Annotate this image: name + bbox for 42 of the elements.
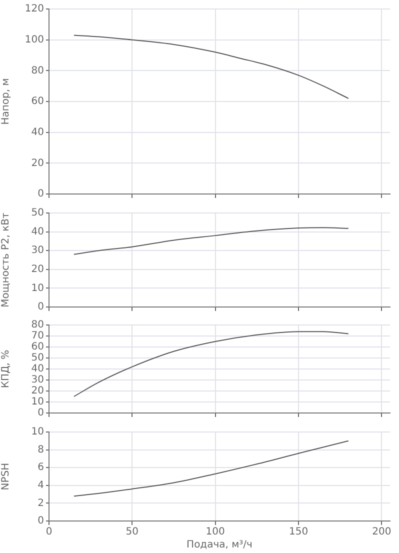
y-tick-label: 2 (38, 498, 44, 509)
x-axis-title: Подача, м³/ч (186, 540, 252, 551)
y-tick-label: 70 (31, 330, 44, 342)
y-tick-label: 20 (31, 264, 44, 275)
line-series (73, 227, 349, 255)
y-tick-label: 0 (38, 188, 44, 200)
y-axis-title: NPSH (0, 462, 12, 490)
y-tick-label: 100 (24, 34, 44, 46)
line-series (73, 34, 349, 99)
y-tick-label: 20 (31, 386, 44, 397)
y-tick-label: 120 (24, 4, 44, 15)
y-axis-title: Мощность P2, кВт (0, 212, 12, 308)
y-tick-label: 50 (31, 208, 44, 219)
y-tick-label: 80 (31, 320, 44, 331)
line-series (73, 440, 349, 497)
y-tick-label: 60 (31, 342, 44, 353)
y-tick-label: 0 (38, 408, 44, 419)
y-tick-label: 40 (31, 126, 44, 138)
y-tick-label: 60 (31, 96, 44, 108)
y-tick-label: 40 (31, 364, 44, 375)
y-tick-label: 50 (31, 352, 44, 364)
y-axis-title: КПД, % (0, 350, 12, 388)
x-tick-label: 50 (126, 526, 139, 538)
line-series (73, 331, 349, 397)
y-tick-label: 6 (38, 462, 44, 474)
x-tick-label: 0 (46, 526, 52, 538)
y-tick-label: 30 (31, 374, 44, 386)
y-tick-label: 8 (38, 444, 44, 456)
y-tick-label: 4 (38, 480, 44, 491)
x-tick-label: 200 (372, 526, 392, 538)
y-tick-label: 10 (31, 282, 44, 294)
y-tick-label: 0 (38, 302, 44, 313)
x-tick-label: 150 (288, 526, 308, 538)
y-tick-label: 0 (38, 516, 44, 527)
x-tick-label: 100 (206, 526, 225, 538)
y-tick-label: 10 (31, 426, 44, 438)
y-axis-title: Напор, м (0, 78, 12, 125)
y-tick-label: 30 (31, 245, 44, 256)
y-tick-label: 20 (31, 158, 44, 169)
y-tick-label: 80 (31, 65, 44, 76)
y-tick-label: 40 (31, 226, 44, 238)
y-tick-label: 10 (31, 396, 44, 408)
